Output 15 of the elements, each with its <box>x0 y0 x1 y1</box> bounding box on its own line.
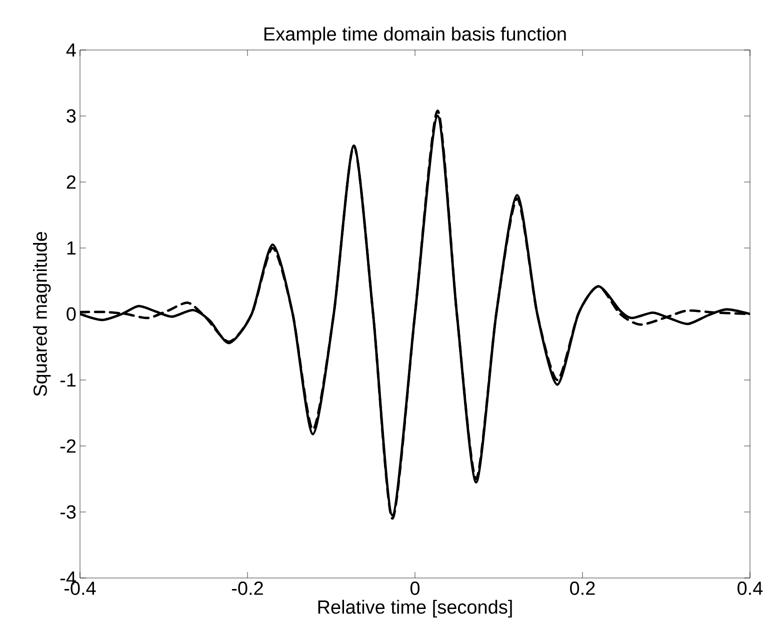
y-tick-label: -3 <box>60 505 76 519</box>
y-tick-label: 1 <box>67 241 76 255</box>
y-axis-title: Squared magnitude <box>33 232 51 396</box>
y-tick-label: -2 <box>60 439 76 453</box>
y-tick-label: 3 <box>66 109 76 123</box>
x-tick-label: 0.4 <box>738 582 763 595</box>
x-tick-label: -0.2 <box>232 582 263 595</box>
y-tick-label: 2 <box>66 175 76 189</box>
x-axis-title: Relative time [seconds] <box>318 600 512 618</box>
y-tick-label: 0 <box>66 307 76 321</box>
y-tick-label: -1 <box>60 373 76 387</box>
chart-title: Example time domain basis function <box>264 26 566 44</box>
x-tick-label: 0.2 <box>570 582 595 595</box>
y-tick-label: 4 <box>66 43 76 57</box>
x-tick-label: 0 <box>410 582 420 595</box>
